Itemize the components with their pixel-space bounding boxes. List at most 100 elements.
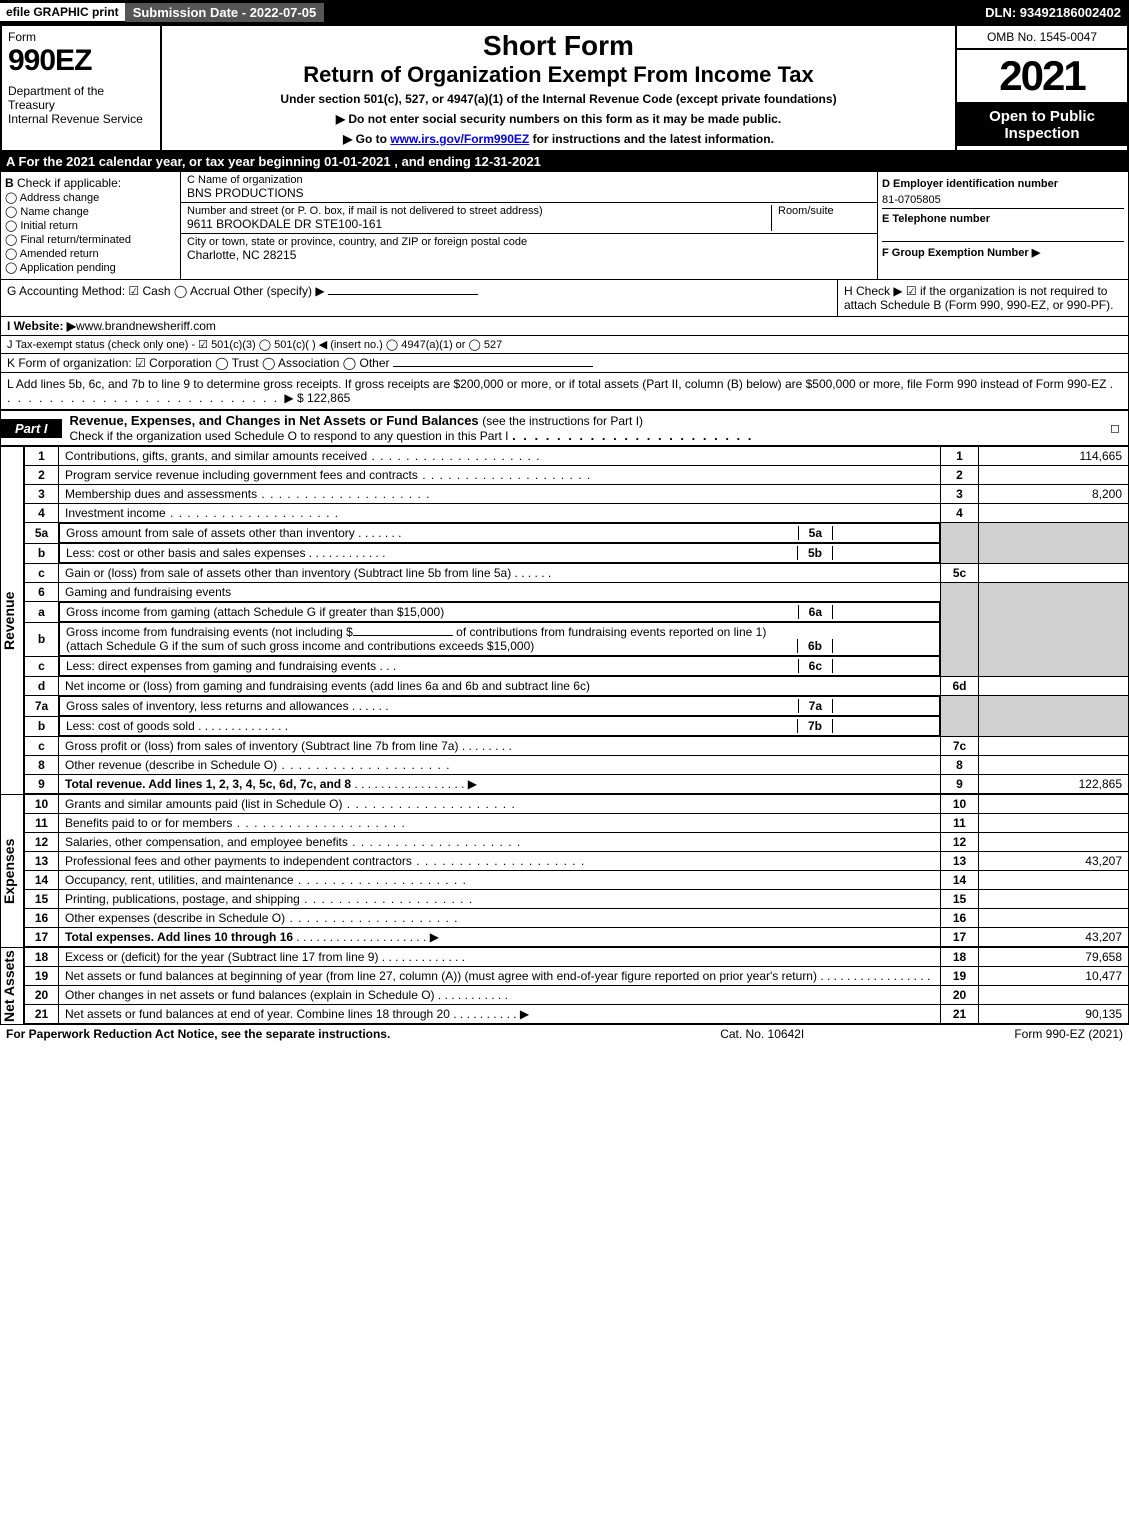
row-17: 17Total expenses. Add lines 10 through 1…: [25, 928, 1129, 947]
header-center: Short Form Return of Organization Exempt…: [162, 26, 957, 150]
row-12: 12Salaries, other compensation, and empl…: [25, 833, 1129, 852]
department: Department of the Treasury Internal Reve…: [8, 84, 154, 126]
telephone-label: E Telephone number: [882, 208, 1124, 227]
line-a: A For the 2021 calendar year, or tax yea…: [0, 152, 1129, 171]
amt-1: 114,665: [979, 447, 1129, 466]
net-assets-section: Net Assets 18Excess or (deficit) for the…: [0, 947, 1129, 1024]
row-8: 8Other revenue (describe in Schedule O)8: [25, 756, 1129, 775]
row-6d: dNet income or (loss) from gaming and fu…: [25, 677, 1129, 696]
omb-number: OMB No. 1545-0047: [957, 26, 1127, 50]
revenue-section: Revenue 1Contributions, gifts, grants, a…: [0, 446, 1129, 794]
chk-initial-return[interactable]: ◯ Initial return: [5, 219, 176, 232]
total-revenue: 122,865: [979, 775, 1129, 794]
note-goto: ▶ Go to www.irs.gov/Form990EZ for instru…: [170, 132, 947, 146]
total-expenses: 43,207: [979, 928, 1129, 947]
chk-address-change[interactable]: ◯ Address change: [5, 191, 176, 204]
form-of-org: K Form of organization: ☑ Corporation ◯ …: [7, 356, 390, 370]
line-g-h: G Accounting Method: ☑ Cash ◯ Accrual Ot…: [0, 280, 1129, 317]
top-bar: efile GRAPHIC print Submission Date - 20…: [0, 0, 1129, 24]
section-d: D Employer identification number 81-0705…: [878, 172, 1128, 279]
net-assets-side-label: Net Assets: [0, 947, 24, 1024]
org-name-row: C Name of organization BNS PRODUCTIONS: [181, 172, 877, 203]
revenue-side-label: Revenue: [0, 446, 24, 794]
part-i-label: Part I: [1, 419, 62, 438]
website-value[interactable]: www.brandnewsheriff.com: [76, 319, 216, 333]
form-number: 990EZ: [8, 44, 154, 78]
amt-4: [979, 504, 1129, 523]
title-return: Return of Organization Exempt From Incom…: [170, 62, 947, 88]
gross-receipts-amount: ▶ $ 122,865: [284, 391, 350, 405]
goto-pre: ▶ Go to: [343, 132, 390, 146]
efile-print-label[interactable]: efile GRAPHIC print: [0, 3, 125, 21]
line-k: K Form of organization: ☑ Corporation ◯ …: [0, 354, 1129, 373]
under-section: Under section 501(c), 527, or 4947(a)(1)…: [170, 92, 947, 106]
form-word: Form: [8, 30, 154, 44]
c-name-label: C Name of organization: [187, 174, 303, 186]
title-short-form: Short Form: [170, 30, 947, 62]
org-name: BNS PRODUCTIONS: [187, 186, 304, 200]
row-15: 15Printing, publications, postage, and s…: [25, 890, 1129, 909]
header-right: OMB No. 1545-0047 2021 Open to Public In…: [957, 26, 1127, 150]
accounting-method: G Accounting Method: ☑ Cash ◯ Accrual Ot…: [7, 284, 325, 298]
amt-13: 43,207: [979, 852, 1129, 871]
row-21: 21Net assets or fund balances at end of …: [25, 1005, 1129, 1024]
chk-final-return[interactable]: ◯ Final return/terminated: [5, 233, 176, 246]
website-label: I Website: ▶: [7, 319, 76, 333]
row-7a: 7aGross sales of inventory, less returns…: [25, 696, 1129, 717]
line-h: H Check ▶ ☑ if the organization is not r…: [838, 280, 1128, 316]
row-16: 16Other expenses (describe in Schedule O…: [25, 909, 1129, 928]
section-c: C Name of organization BNS PRODUCTIONS N…: [181, 172, 878, 279]
org-city: Charlotte, NC 28215: [187, 248, 296, 262]
section-b: B Check if applicable: ◯ Address change …: [1, 172, 181, 279]
tax-year: 2021: [957, 50, 1127, 104]
row-10: 10Grants and similar amounts paid (list …: [25, 795, 1129, 814]
goto-post: for instructions and the latest informat…: [529, 132, 774, 146]
amt-2: [979, 466, 1129, 485]
info-block: B Check if applicable: ◯ Address change …: [0, 171, 1129, 280]
part-i-checkbox[interactable]: ◻: [1048, 419, 1128, 437]
row-14: 14Occupancy, rent, utilities, and mainte…: [25, 871, 1129, 890]
row-3: 3Membership dues and assessments38,200: [25, 485, 1129, 504]
chk-application-pending[interactable]: ◯ Application pending: [5, 261, 176, 274]
amt-19: 10,477: [979, 967, 1129, 986]
telephone: [882, 227, 1124, 241]
row-5a: 5aGross amount from sale of assets other…: [25, 523, 1129, 544]
row-1: 1Contributions, gifts, grants, and simil…: [25, 447, 1129, 466]
amt-3: 8,200: [979, 485, 1129, 504]
row-6: 6Gaming and fundraising events: [25, 583, 1129, 602]
row-2: 2Program service revenue including gover…: [25, 466, 1129, 485]
line-l: L Add lines 5b, 6c, and 7b to line 9 to …: [0, 373, 1129, 410]
irs-link[interactable]: www.irs.gov/Form990EZ: [390, 132, 529, 146]
c-addr-label: Number and street (or P. O. box, if mail…: [187, 205, 543, 217]
chk-name-change[interactable]: ◯ Name change: [5, 205, 176, 218]
note-ssn: ▶ Do not enter social security numbers o…: [170, 112, 947, 126]
amt-21: 90,135: [979, 1005, 1129, 1024]
row-20: 20Other changes in net assets or fund ba…: [25, 986, 1129, 1005]
revenue-table: 1Contributions, gifts, grants, and simil…: [24, 446, 1129, 794]
line-j: J Tax-exempt status (check only one) - ☑…: [0, 336, 1129, 354]
footer-right: Form 990-EZ (2021): [1014, 1027, 1123, 1041]
chk-amended-return[interactable]: ◯ Amended return: [5, 247, 176, 260]
form-header: Form 990EZ Department of the Treasury In…: [0, 24, 1129, 152]
part-i-title: Revenue, Expenses, and Changes in Net As…: [62, 411, 1048, 445]
net-assets-table: 18Excess or (deficit) for the year (Subt…: [24, 947, 1129, 1024]
footer: For Paperwork Reduction Act Notice, see …: [0, 1024, 1129, 1043]
row-7c: cGross profit or (loss) from sales of in…: [25, 737, 1129, 756]
part-i-check-text: Check if the organization used Schedule …: [70, 429, 509, 443]
submission-date: Submission Date - 2022-07-05: [125, 3, 325, 22]
org-addr-row: Number and street (or P. O. box, if mail…: [181, 203, 877, 234]
row-5c: cGain or (loss) from sale of assets othe…: [25, 564, 1129, 583]
footer-center: Cat. No. 10642I: [510, 1027, 1014, 1041]
row-19: 19Net assets or fund balances at beginni…: [25, 967, 1129, 986]
line-i: I Website: ▶www.brandnewsheriff.com: [0, 317, 1129, 336]
part-i-header: Part I Revenue, Expenses, and Changes in…: [0, 410, 1129, 446]
row-9: 9Total revenue. Add lines 1, 2, 3, 4, 5c…: [25, 775, 1129, 794]
row-11: 11Benefits paid to or for members11: [25, 814, 1129, 833]
footer-left: For Paperwork Reduction Act Notice, see …: [6, 1027, 510, 1041]
expenses-section: Expenses 10Grants and similar amounts pa…: [0, 794, 1129, 947]
expenses-table: 10Grants and similar amounts paid (list …: [24, 794, 1129, 947]
header-left: Form 990EZ Department of the Treasury In…: [2, 26, 162, 150]
dln: DLN: 93492186002402: [977, 3, 1129, 22]
line-g: G Accounting Method: ☑ Cash ◯ Accrual Ot…: [1, 280, 838, 316]
row-18: 18Excess or (deficit) for the year (Subt…: [25, 948, 1129, 967]
